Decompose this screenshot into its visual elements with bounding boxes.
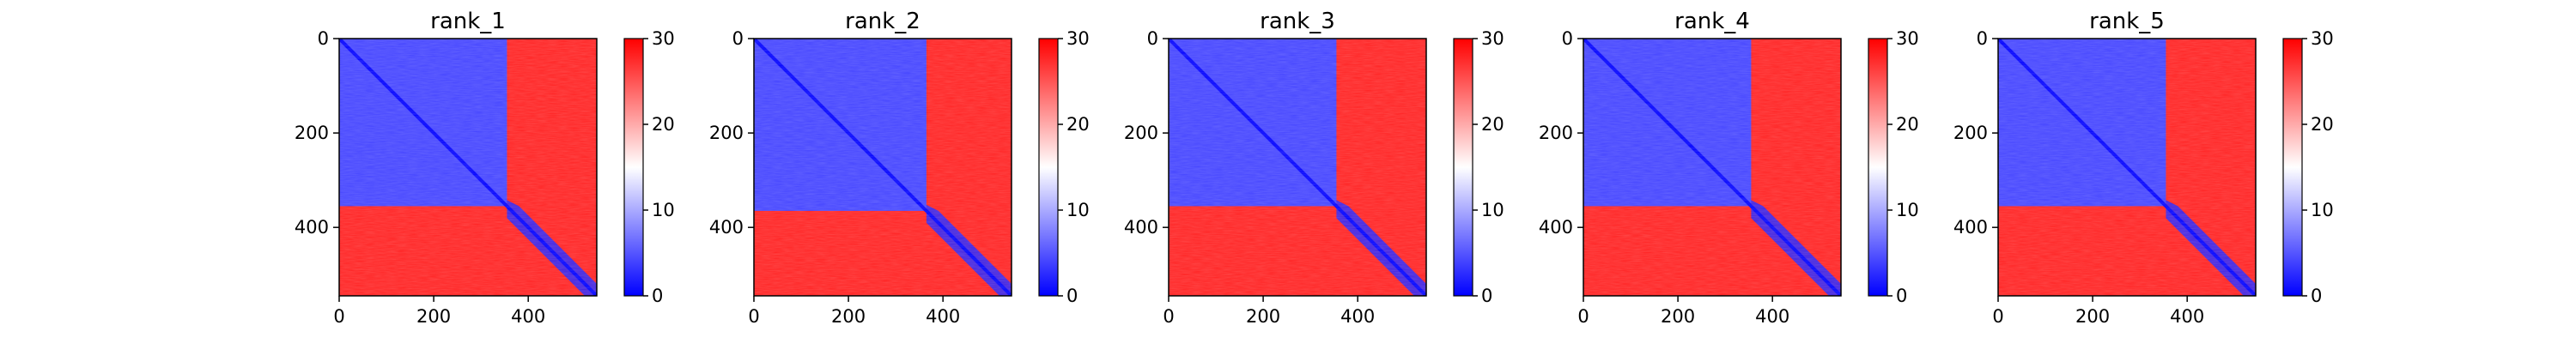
y-tick-label: 200 (1124, 123, 1158, 143)
panel-title: rank_1 (430, 9, 506, 34)
x-tick-label: 400 (2170, 306, 2204, 327)
heatmap-texture (1169, 39, 1426, 296)
heatmap (339, 39, 597, 296)
x-tick-label: 0 (1577, 306, 1589, 327)
colorbar-tick-label: 30 (1066, 28, 1090, 49)
heatmap-texture (754, 39, 1012, 296)
colorbar (1454, 39, 1473, 296)
y-tick-label: 0 (1147, 28, 1158, 49)
x-tick-label: 400 (1755, 306, 1789, 327)
x-tick-label: 0 (1163, 306, 1174, 327)
colorbar-frame (623, 38, 644, 297)
y-tick-label: 0 (1562, 28, 1573, 49)
colorbar-tick-label: 20 (652, 114, 675, 135)
x-tick-label: 200 (1246, 306, 1280, 327)
heatmap (1583, 39, 1841, 296)
y-tick-label: 200 (1953, 123, 1988, 143)
colorbar (624, 39, 643, 296)
x-tick-label: 400 (926, 306, 960, 327)
heatmap-texture (339, 39, 597, 296)
colorbar-tick-label: 30 (2311, 28, 2334, 49)
colorbar-tick-label: 30 (1481, 28, 1504, 49)
colorbar-tick-label: 20 (1066, 114, 1090, 135)
colorbar-tick-label: 10 (2311, 200, 2334, 220)
colorbar-tick-label: 20 (1896, 114, 1919, 135)
panel-rank_4: rank_4 0 200 400 0 200 400 0 10 20 30 (1539, 9, 1919, 327)
colorbar-tick-label: 0 (652, 286, 663, 306)
axes-frame (1997, 38, 2257, 297)
x-tick-label: 0 (333, 306, 344, 327)
panel-title: rank_2 (845, 9, 920, 34)
x-tick-label: 200 (2075, 306, 2110, 327)
y-tick-label: 0 (732, 28, 744, 49)
colorbar-frame (1038, 38, 1059, 297)
x-tick-label: 0 (1992, 306, 2003, 327)
y-tick-label: 200 (709, 123, 744, 143)
colorbar-tick-label: 10 (1066, 200, 1090, 220)
x-tick-label: 200 (1661, 306, 1695, 327)
panel-title: rank_3 (1260, 9, 1335, 34)
y-tick-label: 0 (1977, 28, 1988, 49)
colorbar-frame (1868, 38, 1888, 297)
colorbar-tick-label: 20 (2311, 114, 2334, 135)
heatmap (1169, 39, 1426, 296)
panel-rank_2: rank_2 0 200 400 0 200 400 0 10 20 30 (709, 9, 1090, 327)
panel-rank_3: rank_3 0 200 400 0 200 400 0 10 20 30 (1124, 9, 1504, 327)
heatmap-texture (1998, 39, 2256, 296)
y-tick-label: 400 (1539, 217, 1573, 238)
colorbar-tick-label: 10 (1481, 200, 1504, 220)
colorbar-frame (1453, 38, 1473, 297)
x-tick-label: 400 (1340, 306, 1375, 327)
x-tick-label: 0 (748, 306, 759, 327)
axes-frame (1168, 38, 1427, 297)
panel-title: rank_4 (1674, 9, 1750, 34)
y-tick-label: 0 (318, 28, 329, 49)
y-tick-label: 400 (1953, 217, 1988, 238)
panel-rank_5: rank_5 0 200 400 0 200 400 0 10 20 30 (1953, 9, 2334, 327)
y-tick-label: 400 (1124, 217, 1158, 238)
axes-frame (1583, 38, 1842, 297)
y-tick-label: 200 (295, 123, 329, 143)
axes-frame (338, 38, 598, 297)
colorbar (1868, 39, 1887, 296)
colorbar-tick-label: 10 (1896, 200, 1919, 220)
colorbar-tick-label: 0 (1066, 286, 1078, 306)
axes-frame (753, 38, 1012, 297)
colorbar-tick-label: 0 (2311, 286, 2322, 306)
colorbar-tick-label: 0 (1896, 286, 1907, 306)
y-tick-label: 200 (1539, 123, 1573, 143)
colorbar-tick-label: 20 (1481, 114, 1504, 135)
panel-title: rank_5 (2089, 9, 2165, 34)
colorbar-tick-label: 0 (1481, 286, 1492, 306)
colorbar-tick-label: 10 (652, 200, 675, 220)
heatmap (754, 39, 1012, 296)
heatmap (1998, 39, 2256, 296)
colorbar-tick-label: 30 (1896, 28, 1919, 49)
y-tick-label: 400 (295, 217, 329, 238)
colorbar (1039, 39, 1058, 296)
y-tick-label: 400 (709, 217, 744, 238)
colorbar-frame (2282, 38, 2303, 297)
x-tick-label: 200 (831, 306, 866, 327)
x-tick-label: 400 (511, 306, 545, 327)
colorbar (2283, 39, 2302, 296)
colorbar-tick-label: 30 (652, 28, 675, 49)
panel-rank_1: rank_1 0 200 400 0 200 400 0 10 20 30 (295, 9, 675, 327)
x-tick-label: 200 (416, 306, 451, 327)
heatmap-texture (1583, 39, 1841, 296)
